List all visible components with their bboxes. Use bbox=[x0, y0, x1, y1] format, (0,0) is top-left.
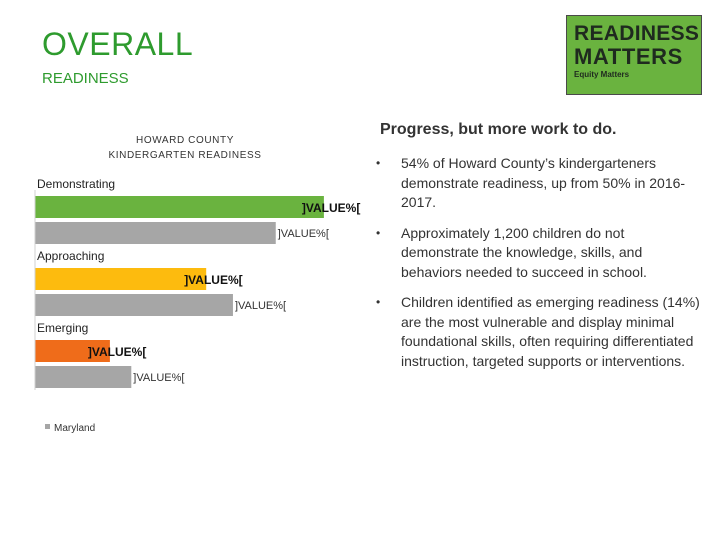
bullet-text: Children identified as emerging readines… bbox=[401, 294, 700, 369]
data-label: ]VALUE%[ bbox=[133, 372, 184, 384]
bar-howard-demonstrating bbox=[35, 196, 324, 218]
page-title: OVERALL bbox=[42, 26, 194, 62]
data-label: ]VALUE%[ bbox=[88, 345, 146, 359]
bar-maryland-approaching bbox=[35, 294, 233, 316]
logo-line-1: READINESS bbox=[574, 22, 700, 45]
logo-line-2: MATTERS bbox=[574, 44, 683, 69]
bar-maryland-demonstrating bbox=[35, 222, 276, 244]
chart-title-line-2: KINDERGARTEN READINESS bbox=[108, 150, 262, 161]
bullet-text: 54% of Howard County’s kindergarteners d… bbox=[401, 155, 686, 210]
category-label: Emerging bbox=[37, 321, 88, 335]
data-label: ]VALUE%[ bbox=[235, 300, 286, 312]
bullet-text: Approximately 1,200 children do not demo… bbox=[401, 224, 647, 280]
bullet-dot: • bbox=[376, 295, 381, 309]
bar-howard-emerging bbox=[35, 340, 110, 362]
readiness-matters-logo: READINESS MATTERS Equity Matters bbox=[566, 15, 702, 95]
category-label: Approaching bbox=[37, 249, 104, 263]
data-label: ]VALUE%[ bbox=[278, 228, 329, 240]
panel-heading: Progress, but more work to do. bbox=[380, 121, 617, 138]
bullet-list: • 54% of Howard County’s kindergarteners … bbox=[376, 154, 706, 382]
category-label: Demonstrating bbox=[37, 177, 115, 191]
list-item: • Children identified as emerging readine… bbox=[376, 293, 706, 371]
data-label: ]VALUE%[ bbox=[184, 273, 242, 287]
bullet-dot: • bbox=[376, 156, 381, 170]
readiness-bar-chart: Demonstrating ]VALUE%[ ]VALUE%[ Approaching… bbox=[34, 177, 360, 434]
bullet-dot: • bbox=[376, 225, 381, 240]
page-subtitle: READINESS bbox=[42, 70, 129, 87]
bar-maryland-emerging bbox=[35, 366, 132, 388]
chart-title-line-1: HOWARD COUNTY bbox=[136, 135, 234, 146]
logo-tagline: Equity Matters bbox=[574, 70, 630, 79]
legend-label-maryland: Maryland bbox=[54, 423, 95, 434]
data-label: ]VALUE%[ bbox=[302, 201, 360, 215]
legend-swatch-maryland bbox=[45, 424, 50, 429]
list-item: • Approximately 1,200 children do not dem… bbox=[376, 224, 706, 283]
bar-howard-approaching bbox=[35, 268, 207, 290]
list-item: • 54% of Howard County’s kindergarteners … bbox=[376, 154, 706, 213]
